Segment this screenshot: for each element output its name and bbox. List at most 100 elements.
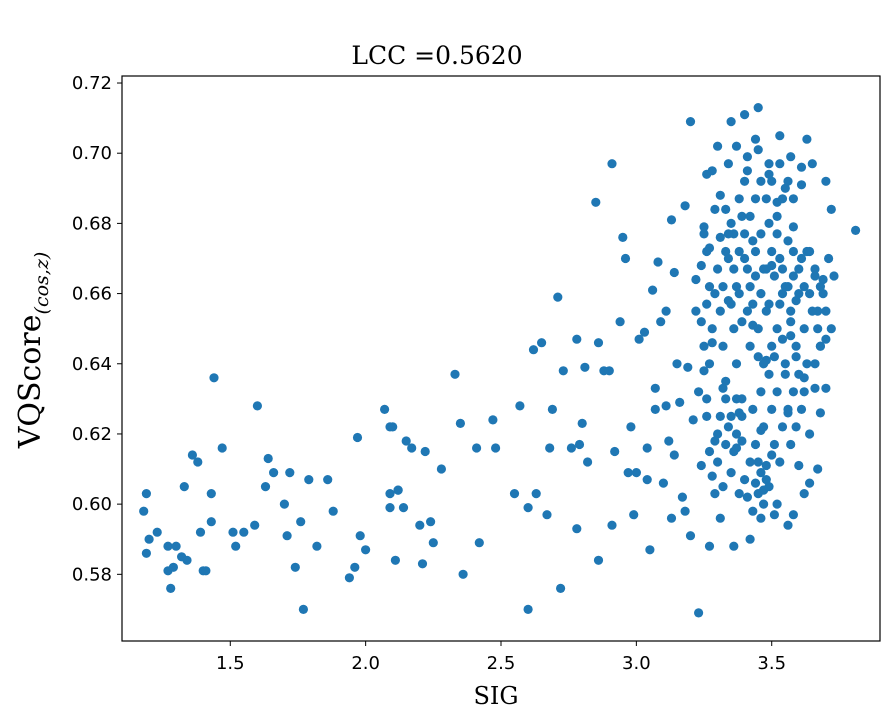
- scatter-point: [547, 404, 558, 414]
- scatter-point: [748, 299, 758, 309]
- scatter-point: [206, 517, 216, 527]
- y-tick-label: 0.64: [72, 354, 112, 375]
- scatter-point: [666, 215, 677, 225]
- scatter-point: [807, 306, 817, 316]
- scatter-point: [737, 317, 747, 327]
- scatter-point: [750, 134, 761, 144]
- scatter-point: [734, 246, 744, 257]
- y-tick-label: 0.58: [72, 564, 112, 585]
- scatter-point: [304, 475, 314, 485]
- scatter-point: [742, 492, 753, 502]
- scatter-point: [572, 334, 582, 344]
- scatter-point: [786, 439, 796, 450]
- scatter-point: [699, 341, 709, 351]
- scatter-point: [726, 411, 736, 421]
- scatter-point: [626, 422, 636, 432]
- scatter-point: [648, 285, 658, 295]
- scatter-point: [742, 264, 753, 274]
- scatter-point: [750, 478, 761, 488]
- scatter-point: [699, 366, 709, 376]
- scatter-point: [737, 411, 747, 421]
- y-tick-label: 0.70: [72, 143, 112, 164]
- scatter-point: [745, 211, 755, 221]
- scatter-point: [805, 478, 815, 488]
- scatter-point: [491, 443, 501, 453]
- scatter-point: [796, 180, 807, 190]
- scatter-point: [250, 520, 260, 530]
- y-tick-label: 0.66: [72, 284, 112, 305]
- scatter-point: [195, 527, 206, 537]
- scatter-point: [726, 218, 736, 228]
- scatter-point: [312, 541, 322, 551]
- scatter-point: [290, 562, 300, 572]
- scatter-point: [279, 499, 289, 509]
- scatter-point: [702, 411, 712, 421]
- scatter-point: [577, 418, 587, 428]
- scatter-point: [228, 527, 238, 537]
- scatter-point: [815, 282, 826, 292]
- scatter-point: [661, 306, 671, 316]
- scatter-point: [182, 555, 192, 565]
- scatter-point: [769, 439, 780, 450]
- scatter-point: [794, 369, 804, 379]
- scatter-point: [685, 117, 696, 127]
- scatter-point: [718, 482, 728, 492]
- scatter-point: [380, 404, 390, 414]
- scatter-point: [352, 432, 363, 443]
- scatter-point: [710, 489, 720, 499]
- scatter-point: [715, 411, 725, 421]
- scatter-point: [707, 338, 717, 348]
- scatter-point: [788, 387, 799, 397]
- scatter-point: [810, 271, 820, 281]
- scatter-point: [726, 468, 736, 478]
- scatter-point: [436, 464, 446, 474]
- scatter-point: [740, 253, 750, 264]
- scatter-point: [780, 369, 790, 379]
- scatter-point: [756, 513, 766, 523]
- scatter-point: [558, 366, 568, 376]
- scatter-point: [767, 404, 777, 414]
- scatter-point: [583, 457, 593, 467]
- scatter-point: [756, 176, 766, 186]
- scatter-point: [604, 366, 614, 376]
- scatter-point: [696, 460, 706, 471]
- scatter-point: [805, 289, 815, 299]
- scatter-point: [645, 545, 655, 555]
- scatter-point: [407, 443, 417, 453]
- scatter-point: [472, 443, 482, 453]
- scatter-point: [810, 359, 820, 369]
- scatter-point: [824, 253, 834, 264]
- scatter-point: [748, 506, 758, 516]
- scatter-point: [767, 176, 777, 186]
- scatter-point: [415, 520, 425, 530]
- scatter-point: [350, 562, 360, 572]
- scatter-point: [328, 506, 338, 516]
- y-axis-label-subscript: (cos,z): [31, 252, 53, 315]
- scatter-point: [764, 482, 774, 492]
- scatter-point: [607, 520, 617, 530]
- scatter-point: [144, 534, 154, 544]
- scatter-point: [794, 460, 804, 471]
- scatter-point: [139, 506, 149, 516]
- scatter-point: [707, 166, 717, 176]
- scatter-point: [726, 299, 736, 309]
- scatter-point: [731, 429, 742, 439]
- y-axis-label: VQScore(cos,z): [13, 252, 53, 450]
- scatter-point: [699, 229, 709, 239]
- scatter-point: [323, 475, 333, 485]
- scatter-point: [710, 289, 720, 299]
- scatter-point: [742, 306, 753, 316]
- scatter-point: [745, 282, 755, 292]
- scatter-point: [740, 110, 750, 120]
- scatter-point: [748, 236, 758, 246]
- scatter-point: [723, 159, 734, 169]
- scatter-point: [634, 334, 644, 344]
- scatter-point: [729, 446, 739, 457]
- scatter-point: [772, 229, 782, 239]
- scatter-point: [794, 289, 804, 299]
- scatter-point: [710, 204, 720, 214]
- scatter-point: [740, 229, 750, 239]
- scatter-point: [707, 324, 717, 334]
- scatter-point: [398, 503, 409, 513]
